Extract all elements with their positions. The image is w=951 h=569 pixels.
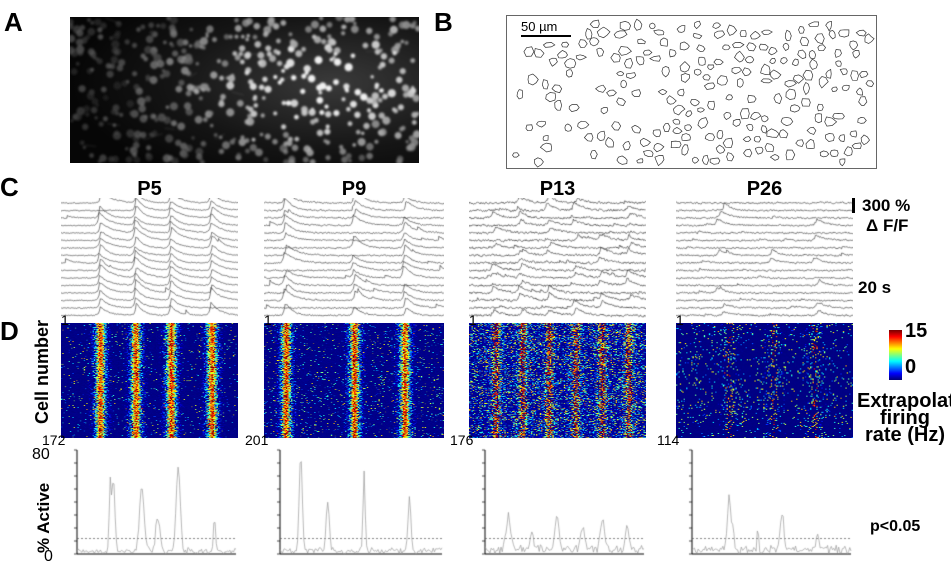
svg-text:50 µm: 50 µm [521,19,557,34]
